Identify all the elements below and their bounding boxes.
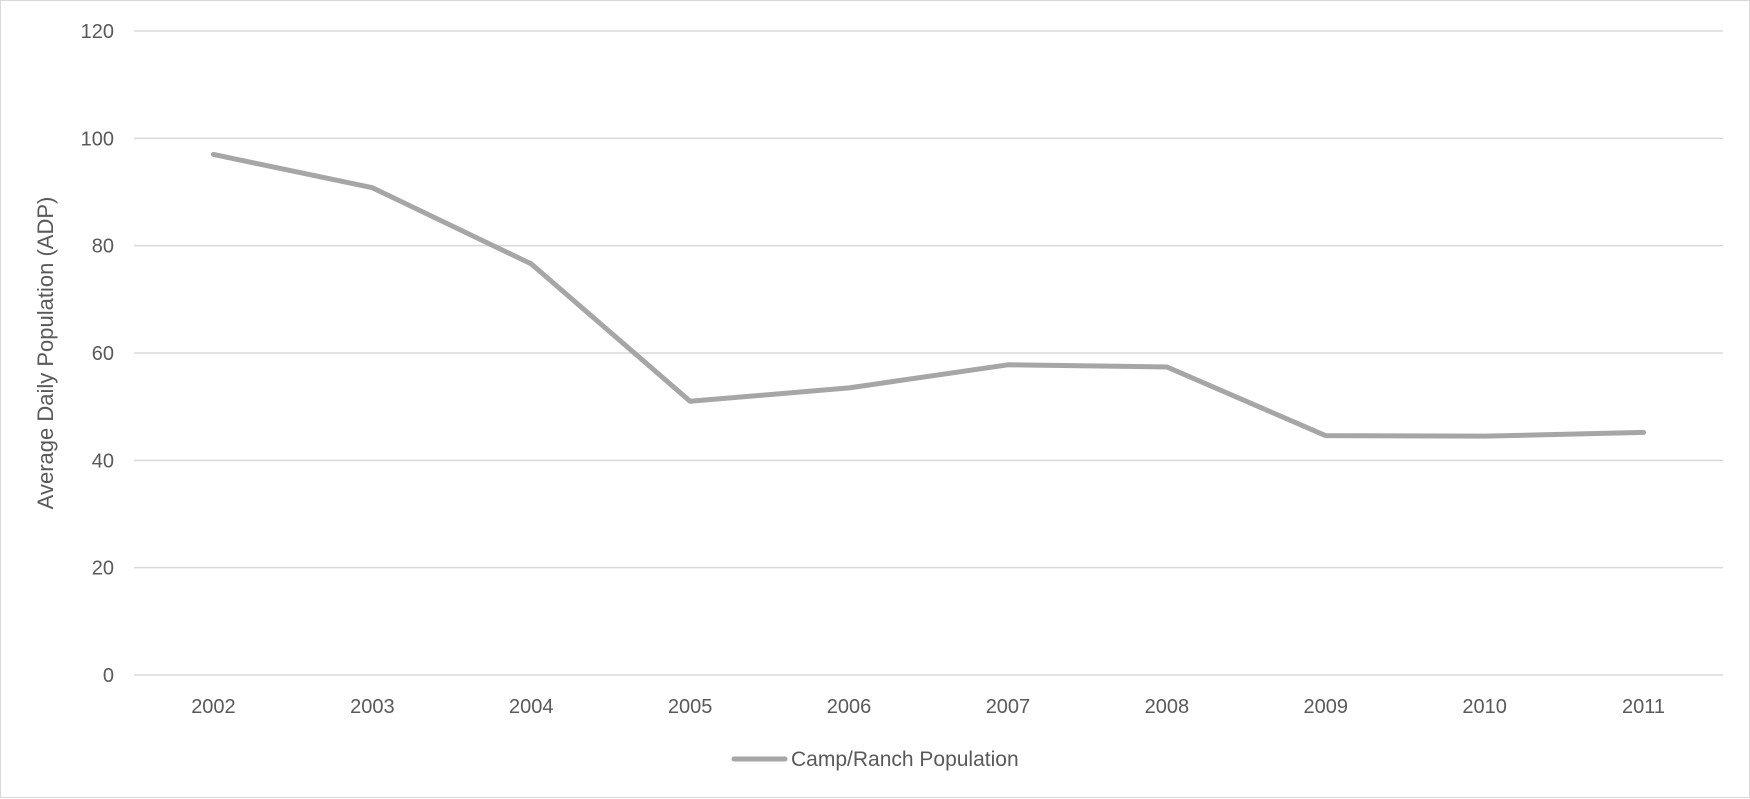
legend-label: Camp/Ranch Population [791, 748, 1019, 771]
series-layer [213, 154, 1643, 436]
y-axis-ticks: 0 20 40 60 80 100 120 [81, 21, 114, 687]
x-tick-label: 2006 [827, 696, 872, 718]
y-tick-label: 0 [103, 665, 114, 687]
series-line-0 [213, 154, 1643, 436]
x-tick-label: 2004 [509, 696, 554, 718]
x-tick-label: 2010 [1462, 696, 1507, 718]
x-axis-ticks: 2002 2003 2004 2005 2006 2007 2008 2009 2010 2011 [191, 696, 1665, 718]
y-tick-label: 100 [81, 128, 114, 150]
y-tick-label: 40 [92, 450, 114, 472]
x-tick-label: 2005 [668, 696, 713, 718]
y-tick-label: 60 [92, 343, 114, 365]
y-axis-title: Average Daily Population (ADP) [33, 197, 58, 510]
legend: Camp/Ranch Population [734, 748, 1019, 771]
x-tick-label: 2007 [986, 696, 1031, 718]
x-tick-label: 2002 [191, 696, 236, 718]
y-tick-label: 120 [81, 21, 114, 43]
gridlines [134, 31, 1723, 675]
x-tick-label: 2009 [1304, 696, 1349, 718]
x-tick-label: 2008 [1145, 696, 1190, 718]
y-tick-label: 80 [92, 236, 114, 258]
y-tick-label: 20 [92, 558, 114, 580]
x-tick-label: 2003 [350, 696, 395, 718]
x-tick-label: 2011 [1622, 696, 1665, 718]
